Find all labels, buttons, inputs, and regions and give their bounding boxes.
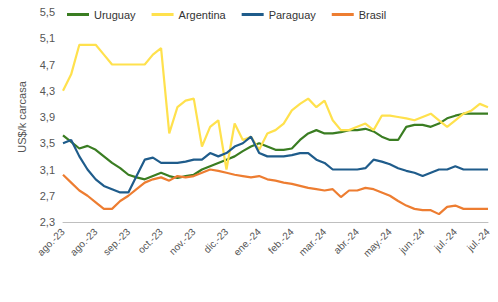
svg-text:Paraguay: Paraguay bbox=[269, 9, 317, 21]
svg-text:2,7: 2,7 bbox=[40, 190, 55, 202]
svg-text:2,3: 2,3 bbox=[40, 216, 55, 228]
svg-text:US$/k carcasa: US$/k carcasa bbox=[16, 80, 28, 152]
svg-text:Brasil: Brasil bbox=[359, 9, 387, 21]
svg-text:4,3: 4,3 bbox=[40, 85, 55, 97]
svg-text:mar.-24: mar.-24 bbox=[297, 226, 329, 258]
svg-text:Uruguay: Uruguay bbox=[94, 9, 136, 21]
svg-text:jul.-24: jul.-24 bbox=[464, 226, 492, 254]
svg-text:feb.-24: feb.-24 bbox=[266, 226, 296, 256]
svg-text:3,1: 3,1 bbox=[40, 164, 55, 176]
svg-text:jun.-24: jun.-24 bbox=[396, 226, 426, 256]
svg-text:4,7: 4,7 bbox=[40, 59, 55, 71]
svg-text:dic.-23: dic.-23 bbox=[201, 226, 230, 255]
svg-text:nov.-23: nov.-23 bbox=[167, 226, 198, 257]
svg-text:jul.-24: jul.-24 bbox=[431, 226, 459, 254]
svg-text:5,1: 5,1 bbox=[40, 32, 55, 44]
svg-text:5,5: 5,5 bbox=[40, 6, 55, 18]
svg-text:sep.-23: sep.-23 bbox=[101, 226, 133, 258]
svg-text:ago.-23: ago.-23 bbox=[68, 226, 100, 258]
svg-text:3,9: 3,9 bbox=[40, 111, 55, 123]
svg-text:may.-24: may.-24 bbox=[361, 226, 394, 259]
svg-text:3,5: 3,5 bbox=[40, 137, 55, 149]
svg-text:ago.-23: ago.-23 bbox=[35, 226, 67, 258]
svg-text:oct.-23: oct.-23 bbox=[136, 226, 166, 256]
svg-text:Argentina: Argentina bbox=[179, 9, 227, 21]
svg-text:ene.-24: ene.-24 bbox=[231, 226, 263, 258]
svg-text:abr.-24: abr.-24 bbox=[331, 226, 361, 256]
